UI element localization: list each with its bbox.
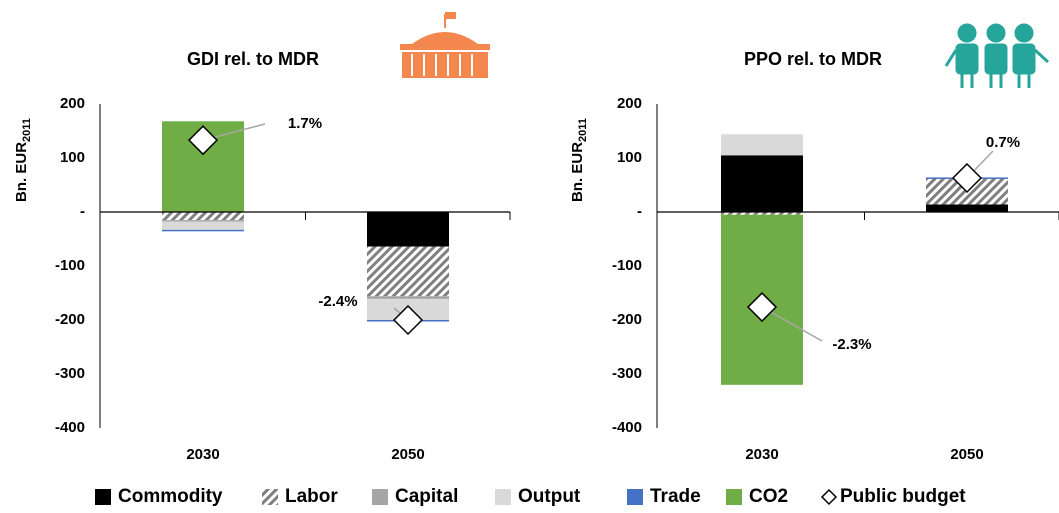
y-tick-label: - xyxy=(80,203,85,220)
public-budget-marker xyxy=(187,125,219,156)
bar-segment xyxy=(721,212,803,215)
bar-segment xyxy=(367,246,449,297)
annotation: -2.4% xyxy=(318,293,357,310)
y-axis-label-main: Bn. EUR xyxy=(13,142,30,202)
x-tick-label: 2030 xyxy=(745,446,778,463)
x-tick-label: 2030 xyxy=(186,446,219,463)
legend-label: Trade xyxy=(650,486,701,507)
public-budget-marker xyxy=(746,291,778,323)
y-tick-label: -400 xyxy=(612,419,642,436)
y-tick-label: -100 xyxy=(612,257,642,274)
public-budget-marker xyxy=(951,162,983,194)
legend-label: Commodity xyxy=(118,486,223,507)
chart-title: GDI rel. to MDR xyxy=(187,49,319,69)
y-axis-label: Bn. EUR2011 xyxy=(569,118,589,202)
y-tick-label: -200 xyxy=(55,311,85,328)
annotation: 1.7% xyxy=(288,115,322,132)
legend-swatch xyxy=(726,489,742,505)
y-axis-label-main: Bn. EUR xyxy=(569,142,586,202)
y-tick-label: 200 xyxy=(60,95,85,112)
legend-marker xyxy=(820,488,838,506)
bar-segment xyxy=(162,229,244,232)
bar-segment xyxy=(162,221,244,230)
annotation: -2.3% xyxy=(832,336,871,353)
y-tick-label: -100 xyxy=(55,257,85,274)
x-tick-label: 2050 xyxy=(391,446,424,463)
legend-label: Capital xyxy=(395,486,458,507)
bar-segment xyxy=(926,204,1008,212)
legend-swatch xyxy=(495,489,511,505)
building-icon xyxy=(400,12,490,78)
legend-swatch xyxy=(627,489,643,505)
annotation-leader xyxy=(761,306,823,342)
y-axis-label-sub: 2011 xyxy=(21,118,33,142)
y-axis-label: Bn. EUR2011 xyxy=(13,118,33,202)
y-tick-label: -400 xyxy=(55,419,85,436)
y-tick-label: -200 xyxy=(612,311,642,328)
chart-title: PPO rel. to MDR xyxy=(744,49,882,69)
legend-swatch xyxy=(372,489,388,505)
people-icon xyxy=(944,23,1050,88)
bar-segment xyxy=(162,220,244,222)
annotation: 0.7% xyxy=(986,134,1020,151)
x-tick-label: 2050 xyxy=(950,446,983,463)
y-tick-label: 200 xyxy=(617,95,642,112)
bar-segment xyxy=(367,296,449,299)
bar-segment xyxy=(162,212,244,221)
bar-segment xyxy=(367,212,449,247)
bar-segment xyxy=(721,134,803,156)
public-budget-marker xyxy=(392,304,424,336)
y-tick-label: - xyxy=(637,203,642,220)
y-tick-label: -300 xyxy=(612,365,642,382)
y-tick-label: 100 xyxy=(60,149,85,166)
bar-segment xyxy=(721,155,803,212)
y-tick-label: 100 xyxy=(617,149,642,166)
legend-label: Output xyxy=(518,486,581,507)
legend-label: CO2 xyxy=(749,486,788,507)
legend-swatch xyxy=(95,489,111,505)
legend-label: Public budget xyxy=(840,486,966,507)
y-tick-label: -300 xyxy=(55,365,85,382)
y-axis-label-sub: 2011 xyxy=(577,118,589,142)
legend-swatch xyxy=(262,489,278,505)
legend-label: Labor xyxy=(285,486,338,507)
